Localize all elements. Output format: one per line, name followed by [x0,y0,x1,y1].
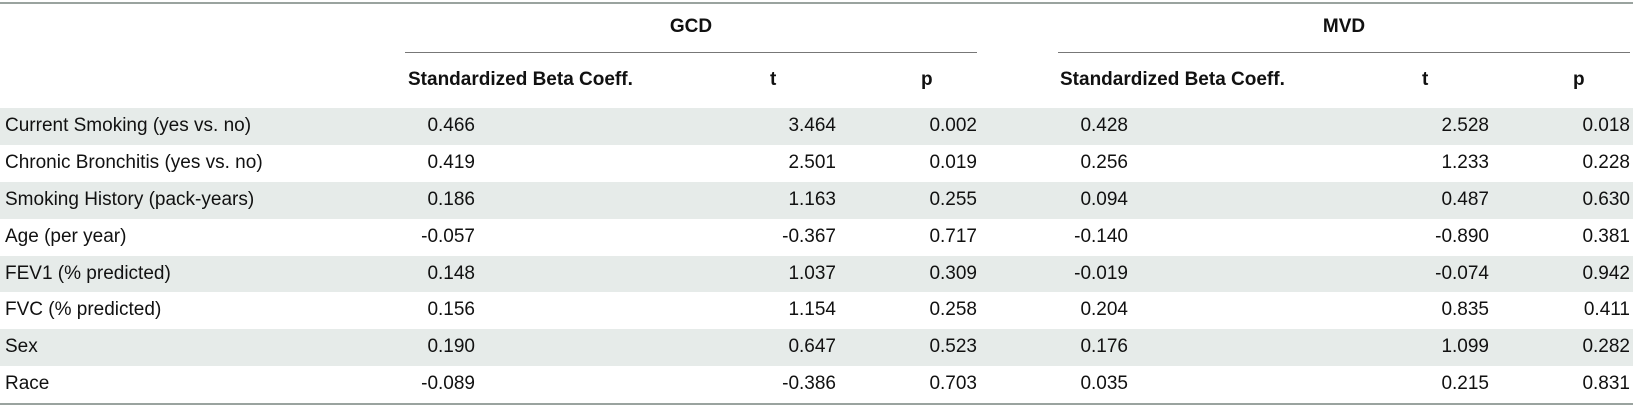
gcd-t-value: 0.647 [788,336,836,358]
gcd-p-value: 0.309 [929,262,977,284]
mvd-p-value: 0.018 [1582,115,1630,136]
mvd-beta-value: 0.204 [1080,299,1128,321]
column-header-gcd-beta: Standardized Beta Coeff. [408,69,633,90]
column-header-mvd-p: p [1573,69,1585,90]
row-label: FVC (% predicted) [5,299,162,321]
row-label: Race [5,373,50,395]
gcd-p-value: 0.717 [929,225,977,247]
gcd-beta-value: 0.190 [427,336,475,358]
row-label: Age (per year) [5,225,127,247]
gcd-t-value: -0.386 [782,373,836,395]
mvd-p-value: 0.411 [1583,299,1630,321]
mvd-t-value: 0.215 [1441,373,1489,395]
gcd-beta-value: 0.466 [427,115,475,136]
gcd-p-value: 0.255 [929,188,977,210]
gcd-t-value: 1.154 [788,299,836,321]
mvd-beta-value: 0.256 [1080,151,1128,173]
gcd-p-value: 0.523 [929,336,977,358]
gcd-beta-value: 0.156 [427,299,475,321]
mvd-p-value: 0.630 [1582,188,1630,210]
gcd-beta-value: -0.057 [421,225,475,247]
mvd-t-value: -0.074 [1435,262,1489,284]
mvd-t-value: 0.835 [1441,299,1489,321]
mvd-beta-value: 0.094 [1080,188,1128,210]
mvd-t-value: 1.099 [1441,336,1489,358]
gcd-t-value: -0.367 [782,225,836,247]
column-header-gcd-p: p [921,69,933,90]
table-row: FVC (% predicted) 0.156 1.154 0.258 0.20… [0,292,1633,329]
gcd-beta-value: -0.089 [421,373,475,395]
mvd-beta-value: 0.428 [1080,115,1128,136]
table-bottom-rule [0,403,1633,405]
column-header-gcd-t: t [770,69,777,90]
row-label: Smoking History (pack-years) [5,188,255,210]
table-row: Race -0.089 -0.386 0.703 0.035 0.215 0.8… [0,366,1633,403]
gcd-p-value: 0.019 [929,151,977,173]
mvd-beta-value: 0.035 [1080,373,1128,395]
mvd-t-value: 2.528 [1441,115,1489,136]
gcd-p-value: 0.258 [929,299,977,321]
gcd-t-value: 1.037 [788,262,836,284]
mvd-p-value: 0.831 [1582,373,1630,395]
table-row: FEV1 (% predicted) 0.148 1.037 0.309 -0.… [0,255,1633,293]
row-label: Chronic Bronchitis (yes vs. no) [5,151,263,173]
group-underline-gcd [405,52,977,53]
column-header-mvd-t: t [1422,69,1429,90]
gcd-beta-value: 0.148 [427,262,475,284]
table-row: Sex 0.190 0.647 0.523 0.176 1.099 0.282 [0,329,1633,367]
gcd-t-value: 1.163 [788,188,836,210]
row-label: FEV1 (% predicted) [5,262,171,284]
row-label: Current Smoking (yes vs. no) [5,115,252,136]
mvd-p-value: 0.282 [1582,336,1630,358]
mvd-p-value: 0.381 [1582,225,1630,247]
table-row: Smoking History (pack-years) 0.186 1.163… [0,181,1633,219]
table-top-rule [0,2,1633,4]
mvd-beta-value: -0.140 [1074,225,1128,247]
table-body: Current Smoking (yes vs. no) 0.466 3.464… [0,108,1633,403]
mvd-t-value: 1.233 [1441,151,1489,173]
gcd-beta-value: 0.186 [427,188,475,210]
table-row: Age (per year) -0.057 -0.367 0.717 -0.14… [0,219,1633,256]
mvd-t-value: -0.890 [1435,225,1489,247]
table-row: Current Smoking (yes vs. no) 0.466 3.464… [0,108,1633,145]
group-header-mvd: MVD [1322,16,1366,37]
column-header-mvd-beta: Standardized Beta Coeff. [1060,69,1285,90]
table-row: Chronic Bronchitis (yes vs. no) 0.419 2.… [0,145,1633,182]
mvd-p-value: 0.228 [1582,151,1630,173]
mvd-beta-value: 0.176 [1080,336,1128,358]
gcd-beta-value: 0.419 [427,151,475,173]
group-underline-mvd [1058,52,1630,53]
row-label: Sex [5,336,38,358]
gcd-p-value: 0.703 [929,373,977,395]
gcd-t-value: 3.464 [788,115,836,136]
gcd-p-value: 0.002 [929,115,977,136]
gcd-t-value: 2.501 [788,151,836,173]
group-header-gcd: GCD [669,16,713,37]
mvd-t-value: 0.487 [1441,188,1489,210]
mvd-beta-value: -0.019 [1074,262,1128,284]
mvd-p-value: 0.942 [1582,262,1630,284]
